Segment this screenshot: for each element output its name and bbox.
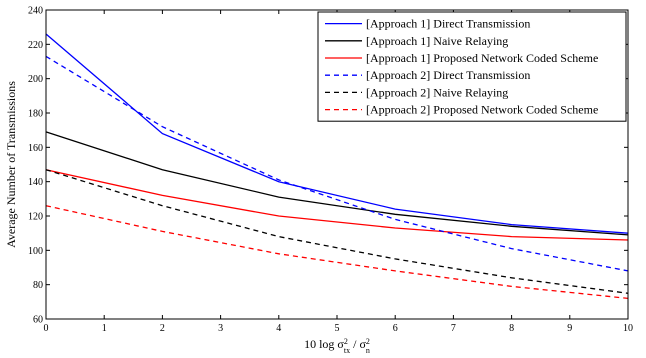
x-axis-label-separator: /	[350, 337, 359, 351]
x-axis-label-sigma-tx: σ	[337, 337, 344, 351]
x-tick-label: 6	[393, 323, 398, 334]
y-tick-label: 160	[28, 143, 43, 154]
y-tick-label: 60	[33, 315, 43, 326]
y-tick-label: 240	[28, 6, 43, 17]
y-tick-label: 100	[28, 246, 43, 257]
plot-frame	[45, 9, 629, 320]
x-tick-label: 8	[509, 323, 514, 334]
series-line-3	[45, 169, 629, 241]
series-line-5	[45, 169, 629, 294]
x-tick-label: 9	[567, 323, 572, 334]
x-tick-label: 10	[623, 323, 633, 334]
legend-label: [Approach 1] Direct Transmission	[366, 17, 530, 31]
legend-label: [Approach 2] Direct Transmission	[366, 68, 530, 82]
x-tick-label: 3	[218, 323, 223, 334]
x-tick-label: 5	[335, 323, 340, 334]
x-axis-label-sup-tx: 2	[344, 337, 348, 346]
legend-label: [Approach 1] Naive Relaying	[366, 34, 508, 48]
x-tick-label: 4	[276, 323, 281, 334]
y-tick-label: 140	[28, 177, 43, 188]
series-line-2	[45, 131, 629, 236]
series-line-6	[45, 205, 629, 300]
legend-label: [Approach 2] Proposed Network Coded Sche…	[366, 103, 598, 117]
x-axis-label-sup-n: 2	[366, 337, 370, 346]
x-axis-label-sigma-n: σ	[359, 337, 366, 351]
y-tick-label: 80	[33, 280, 43, 291]
series-line-1	[45, 33, 629, 234]
series-line-4	[45, 55, 629, 272]
x-axis-label-prefix: 10 log	[304, 337, 337, 351]
x-axis-label-sub-n: n	[366, 346, 370, 355]
y-tick-label: 220	[28, 40, 43, 51]
legend: [Approach 1] Direct Transmission [Approac…	[317, 11, 627, 122]
legend-label: [Approach 2] Naive Relaying	[366, 85, 508, 99]
x-axis-label-sub-tx: tx	[344, 346, 350, 355]
y-axis-label: Average Number of Transmissions	[4, 81, 18, 248]
x-tick-label: 0	[44, 323, 49, 334]
x-tick-label: 7	[451, 323, 456, 334]
x-axis-label: 10 log σ2 tx / σ2 n	[304, 337, 370, 355]
y-tick-label: 180	[28, 109, 43, 120]
x-tick-label: 2	[160, 323, 165, 334]
x-tick-label: 1	[102, 323, 107, 334]
y-tick-label: 120	[28, 212, 43, 223]
legend-label: [Approach 1] Proposed Network Coded Sche…	[366, 51, 598, 65]
legend-box	[317, 11, 627, 122]
series-layer	[45, 33, 629, 300]
y-tick-label: 200	[28, 74, 43, 85]
